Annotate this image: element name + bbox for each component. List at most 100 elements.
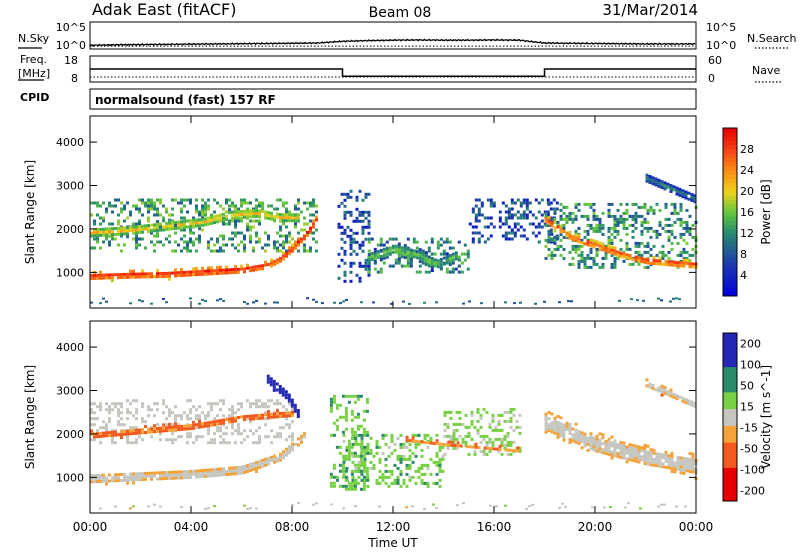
heat-cell [237,468,240,472]
heat-cell [675,192,679,196]
heat-cell [189,476,192,479]
heat-cell [682,462,686,466]
heat-cell [480,201,484,205]
heat-cell [159,477,162,481]
heat-cell [126,432,129,436]
heat-cell [195,224,198,228]
heat-cell [601,442,605,446]
heat-cell [129,229,132,233]
heat-cell [231,414,234,418]
velocity-xtick-label: 04:00 [174,520,209,534]
heat-cell [267,211,270,214]
heat-cell [559,416,563,420]
heat-cell [604,253,608,257]
heat-cell [577,226,581,230]
heat-cell [423,433,427,437]
heat-cell [507,231,511,235]
heat-cell [673,464,677,468]
heat-cell [240,240,243,244]
heat-cell [252,212,255,215]
heat-cell [369,466,373,470]
heat-cell [396,466,400,470]
heat-cell [442,249,446,253]
heat-cell [516,216,520,220]
heat-cell [435,439,439,443]
heat-cell [489,504,492,507]
heat-cell [189,237,192,241]
heat-cell [114,402,117,406]
heat-cell [688,470,692,473]
heat-cell [99,230,102,234]
heat-cell [555,237,559,241]
heat-cell [243,504,246,507]
heat-cell [252,432,255,436]
heat-cell [240,213,243,216]
heat-cell [150,408,153,412]
heat-cell [510,198,514,202]
heat-cell [442,262,446,266]
heat-cell [607,235,611,239]
heat-cell [507,210,511,214]
heat-cell [601,223,605,227]
heat-cell [488,449,492,453]
heat-cell [198,213,201,217]
heat-cell [361,249,365,253]
power-colorbar-cell [723,161,737,167]
heat-cell [168,218,171,222]
heat-cell [150,207,153,211]
heat-cell [343,198,347,202]
heat-cell [290,401,294,405]
heat-cell [691,247,695,251]
heat-cell [350,469,354,473]
heat-cell [687,399,691,403]
heat-cell [255,212,258,215]
heat-cell [231,420,234,424]
heat-cell [362,430,366,434]
heat-cell [144,224,147,228]
heat-cell [225,271,228,275]
heat-cell [631,458,635,462]
heat-cell [592,259,596,263]
heat-cell [207,468,210,472]
heat-cell [349,213,353,217]
heat-cell [294,442,297,446]
heat-cell [574,431,578,435]
heat-cell [415,246,419,250]
heat-cell [225,265,228,269]
heat-cell [141,230,144,234]
heat-cell [457,264,461,268]
heat-cell [350,487,354,491]
heat-cell [598,241,602,245]
heat-cell [553,241,557,245]
heat-cell [344,475,348,479]
heat-cell [637,262,641,266]
heat-cell [464,413,468,417]
heat-cell [240,264,243,268]
heat-cell [138,472,141,476]
heat-cell [315,215,318,219]
heat-cell [249,466,252,469]
heat-cell [278,391,282,394]
heat-cell [365,466,369,470]
heat-cell [550,412,554,416]
heat-cell [494,425,498,429]
heat-cell [117,232,120,236]
heat-cell [93,228,96,232]
heat-cell [174,438,177,442]
heat-cell [276,412,279,416]
heat-cell [255,240,258,244]
velocity-colorbar-cell [723,446,737,452]
heat-cell [467,434,471,438]
heat-cell [279,216,282,220]
heat-cell [201,472,204,475]
heat-cell [592,211,596,215]
heat-cell [153,223,156,227]
heat-cell [385,249,389,253]
heat-cell [672,188,676,192]
heat-cell [691,458,695,462]
heat-cell [192,224,195,228]
heat-cell [553,419,557,423]
heat-cell [156,223,159,226]
heat-cell [270,458,273,462]
heat-cell [688,464,692,467]
